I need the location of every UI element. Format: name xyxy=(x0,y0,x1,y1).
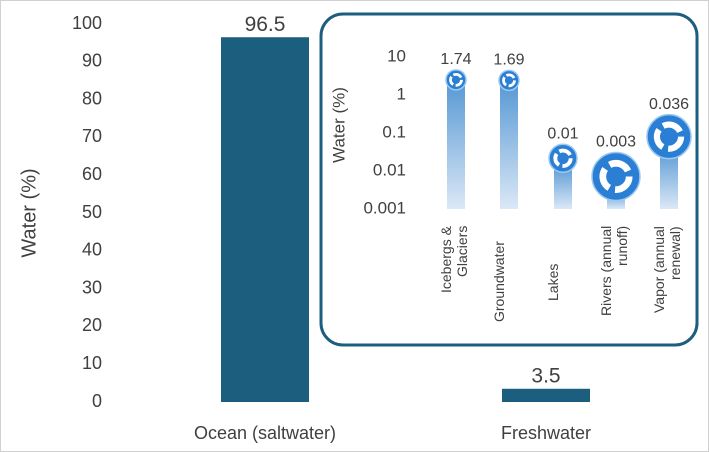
inset-value-label: 1.74 xyxy=(440,51,471,68)
inset-bar xyxy=(447,85,465,209)
inset-y-tick-label: 10 xyxy=(387,46,406,65)
inset-y-tick-label: 0.01 xyxy=(373,160,406,179)
inset-x-tick-label: Lakes xyxy=(545,263,561,301)
value-label: 96.5 xyxy=(245,13,286,36)
inset-bar xyxy=(660,149,678,209)
inset-y-axis-label: Water (%) xyxy=(329,87,348,163)
recycle-icon xyxy=(498,69,520,92)
x-tick-label: Ocean (saltwater) xyxy=(194,423,336,443)
y-tick-label: 90 xyxy=(82,51,102,71)
inset-y-tick-label: 1 xyxy=(397,84,406,103)
bar xyxy=(502,388,590,402)
recycle-icon-ring xyxy=(449,72,463,87)
inset-x-tick-label: Groundwater xyxy=(491,241,507,323)
recycle-icon xyxy=(548,143,578,174)
inset-bar xyxy=(554,166,572,209)
y-tick-label: 20 xyxy=(82,315,102,335)
y-tick-label: 40 xyxy=(82,240,102,260)
inset-x-tick-label: Vapor (annual renewal) xyxy=(651,226,683,313)
y-tick-label: 50 xyxy=(82,202,102,222)
y-tick-label: 10 xyxy=(82,353,102,373)
inset-value-label: 0.036 xyxy=(649,96,689,113)
inset-x-tick-label: Rivers (annual runoff) xyxy=(598,226,630,317)
inset-x-tick-label: Icebergs & Glaciers xyxy=(438,226,470,293)
x-tick-label: Freshwater xyxy=(501,423,591,443)
recycle-icon-ring xyxy=(502,73,516,88)
inset-bar xyxy=(500,86,518,209)
inset-y-tick-label: 0.001 xyxy=(363,198,406,217)
value-label: 3.5 xyxy=(531,364,560,387)
y-tick-label: 100 xyxy=(72,13,102,33)
recycle-icon-ring xyxy=(599,159,633,194)
y-tick-label: 70 xyxy=(82,126,102,146)
inset-value-label: 0.01 xyxy=(547,125,578,142)
y-tick-label: 0 xyxy=(92,391,102,411)
inset-value-label: 0.003 xyxy=(596,134,636,151)
y-axis-label: Water (%) xyxy=(18,168,40,257)
recycle-icon xyxy=(591,151,641,202)
recycle-icon xyxy=(445,69,467,91)
inset-value-label: 1.69 xyxy=(493,52,524,69)
recycle-icon-ring xyxy=(653,121,685,152)
y-tick-label: 80 xyxy=(82,88,102,108)
recycle-icon-ring xyxy=(553,148,573,168)
inset-y-tick-label: 0.1 xyxy=(382,122,406,141)
recycle-icon xyxy=(646,113,692,160)
y-tick-label: 60 xyxy=(82,164,102,184)
bar xyxy=(221,37,309,402)
y-tick-label: 30 xyxy=(82,277,102,297)
